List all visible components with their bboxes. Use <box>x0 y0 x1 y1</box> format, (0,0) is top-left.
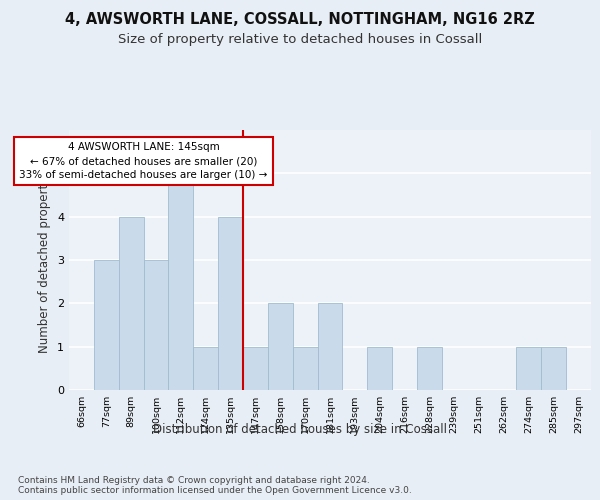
Text: Size of property relative to detached houses in Cossall: Size of property relative to detached ho… <box>118 32 482 46</box>
Bar <box>193 346 218 390</box>
Bar <box>218 216 243 390</box>
Text: Contains HM Land Registry data © Crown copyright and database right 2024.
Contai: Contains HM Land Registry data © Crown c… <box>18 476 412 495</box>
Bar <box>541 346 566 390</box>
Bar <box>293 346 317 390</box>
Bar <box>119 216 143 390</box>
Bar <box>317 304 343 390</box>
Bar <box>517 346 541 390</box>
Bar <box>417 346 442 390</box>
Text: Distribution of detached houses by size in Cossall: Distribution of detached houses by size … <box>153 422 447 436</box>
Bar <box>367 346 392 390</box>
Bar <box>143 260 169 390</box>
Bar <box>243 346 268 390</box>
Y-axis label: Number of detached properties: Number of detached properties <box>38 167 52 353</box>
Bar <box>169 174 193 390</box>
Text: 4, AWSWORTH LANE, COSSALL, NOTTINGHAM, NG16 2RZ: 4, AWSWORTH LANE, COSSALL, NOTTINGHAM, N… <box>65 12 535 28</box>
Bar <box>268 304 293 390</box>
Text: 4 AWSWORTH LANE: 145sqm
← 67% of detached houses are smaller (20)
33% of semi-de: 4 AWSWORTH LANE: 145sqm ← 67% of detache… <box>19 142 268 180</box>
Bar <box>94 260 119 390</box>
